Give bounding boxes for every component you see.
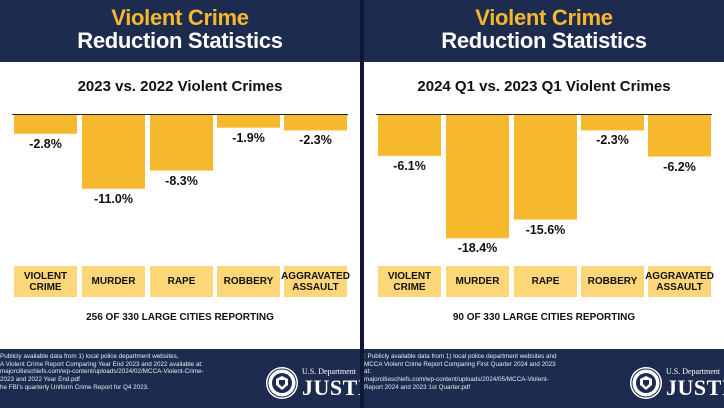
category-label: RAPE: [150, 266, 213, 297]
chart-title: 2024 Q1 vs. 2023 Q1 Violent Crimes: [417, 78, 671, 95]
panel-left: Violent Crime Reduction Statistics 2023 …: [0, 0, 360, 408]
data-label: -2.8%: [29, 136, 62, 151]
data-label: -6.1%: [393, 158, 426, 173]
source-line: MCCA Violent Crime Report Comparing Firs…: [364, 360, 556, 368]
bar-violent-crime: [14, 115, 77, 134]
source-line: at:: [364, 368, 372, 376]
footer: [0, 349, 360, 408]
bar-robbery: [581, 115, 644, 131]
source-line: he FBI's quarterly Uniform Crime Report …: [0, 383, 149, 391]
bar-aggravated-assault: [648, 115, 711, 157]
data-label: -15.6%: [525, 222, 566, 237]
header-title-line1: Violent Crime: [111, 5, 249, 30]
data-label: -1.9%: [232, 130, 265, 145]
panel-divider: [360, 0, 364, 408]
chart-title: 2023 vs. 2022 Violent Crimes: [77, 78, 283, 95]
footer: [364, 349, 724, 408]
bar-robbery: [217, 115, 280, 128]
chart-area: [0, 62, 360, 349]
category-label: ROBBERY: [217, 266, 280, 297]
data-label: -18.4%: [457, 241, 498, 256]
cities-reporting: 256 OF 330 LARGE CITIES REPORTING: [86, 312, 274, 323]
bar-rape: [150, 115, 213, 171]
category-label: RAPE: [514, 266, 577, 297]
data-label: -11.0%: [94, 191, 133, 206]
source-line: Report 2024 and 2023 1st Quarter.pdf: [364, 383, 471, 391]
bar-violent-crime: [378, 115, 441, 156]
header-title-line2: Reduction Statistics: [77, 28, 283, 53]
bar-rape: [514, 115, 577, 220]
chart-baseline: [12, 114, 348, 115]
bar-aggravated-assault: [284, 115, 347, 131]
source-line: 2023 and 2022 Year End.pdf: [0, 376, 80, 384]
source-line: majorcitieschiefs.com/wp-content/uploads…: [364, 376, 549, 384]
source-line: A Violent Crime Report Comparing Year En…: [0, 360, 203, 368]
source-line: Publicly available data from 1) local po…: [0, 353, 179, 360]
dept-big: JUSTIC: [666, 375, 724, 400]
chart-baseline: [376, 114, 712, 115]
panel-header: Violent Crime Reduction Statistics: [364, 0, 724, 60]
category-label: VIOLENT CRIME: [378, 266, 441, 297]
category-label: ROBBERY: [581, 266, 644, 297]
category-label: AGGRAVATED ASSAULT: [281, 266, 350, 297]
cities-reporting: 90 OF 330 LARGE CITIES REPORTING: [452, 312, 636, 323]
dept-small: U.S. Department: [302, 367, 356, 376]
category-label: MURDER: [82, 266, 145, 297]
data-label: -8.3%: [165, 173, 198, 188]
data-label: -2.3%: [299, 133, 332, 148]
data-label: -6.2%: [663, 159, 696, 174]
dept-small: U.S. Department: [666, 367, 720, 376]
source-line: majorcitieschiefs.com/wp-content/uploads…: [0, 368, 204, 376]
category-label: VIOLENT CRIME: [14, 266, 77, 297]
bar-murder: [446, 115, 509, 239]
source-note: : Publicly available data from 1) local …: [364, 353, 622, 392]
source-note: Publicly available data from 1) local po…: [0, 353, 258, 392]
category-label: AGGRAVATED ASSAULT: [645, 266, 714, 297]
bar-murder: [82, 115, 145, 189]
header-title-line2: Reduction Statistics: [441, 28, 647, 53]
source-line: : Publicly available data from 1) local …: [364, 353, 557, 360]
bar-chart: [378, 115, 711, 239]
header-title-line1: Violent Crime: [475, 5, 613, 30]
bar-chart: [14, 115, 347, 189]
data-label: -2.3%: [596, 133, 629, 148]
doj-seal-icon: [266, 367, 298, 399]
doj-seal-icon: [630, 367, 662, 399]
category-label: MURDER: [446, 266, 509, 297]
dept-big: JUSTICE: [302, 375, 360, 400]
panel-header: Violent Crime Reduction Statistics: [0, 0, 360, 60]
panel-right: Violent Crime Reduction Statistics 2024 …: [364, 0, 724, 408]
